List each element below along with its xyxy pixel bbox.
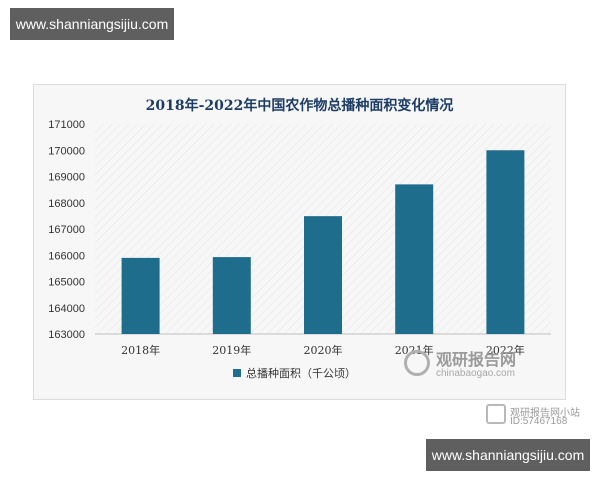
y-tick-label: 166000 xyxy=(48,250,85,262)
watermark-bottom: www.shanniangsijiu.com xyxy=(426,439,590,471)
y-tick-label: 168000 xyxy=(48,198,85,210)
wechat-icon xyxy=(486,404,506,424)
legend-swatch xyxy=(233,369,241,377)
y-tick-label: 171000 xyxy=(48,119,85,131)
legend-label: 总播种面积（千公顷） xyxy=(246,366,356,380)
brand-url: chinabaogao.com xyxy=(436,368,515,379)
legend: 总播种面积（千公顷） xyxy=(233,366,356,380)
bar xyxy=(212,257,251,334)
y-tick-label: 169000 xyxy=(48,172,85,184)
bar xyxy=(395,184,434,334)
y-tick-label: 165000 xyxy=(48,277,85,289)
bar xyxy=(121,257,160,334)
x-tick-label: 2020年 xyxy=(304,343,343,357)
x-tick-label: 2019年 xyxy=(212,343,251,357)
y-tick-label: 163000 xyxy=(48,329,85,341)
wechat-id: ID:57467168 xyxy=(510,416,568,427)
brand-logo-icon xyxy=(404,350,430,376)
bar-series xyxy=(121,150,525,334)
wechat-name: 观研报告网小站 xyxy=(510,408,580,419)
y-tick-label: 164000 xyxy=(48,303,85,315)
bar xyxy=(486,150,525,334)
chart: 2018年-2022年中国农作物总播种面积变化情况 163000 164000 16… xyxy=(48,97,551,380)
x-tick-label: 2018年 xyxy=(121,343,160,357)
x-tick-label: 2022年 xyxy=(486,343,525,357)
brand-name: 观研报告网 xyxy=(436,350,517,369)
watermark-top: www.shanniangsijiu.com xyxy=(10,8,174,40)
bar xyxy=(304,216,342,334)
y-tick-label: 170000 xyxy=(48,145,85,157)
chart-title: 2018年-2022年中国农作物总播种面积变化情况 xyxy=(146,97,454,114)
y-tick-label: 167000 xyxy=(48,224,85,236)
